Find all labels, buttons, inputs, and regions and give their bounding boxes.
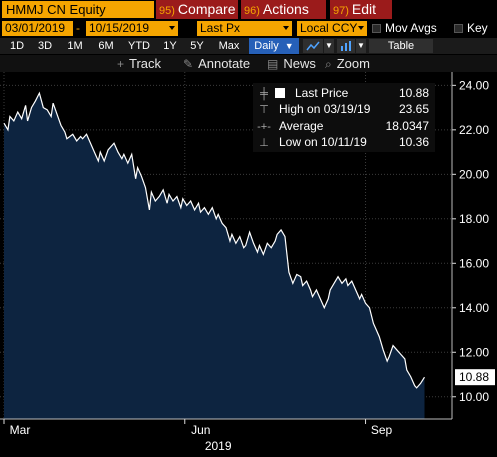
period-max[interactable]: Max — [218, 40, 240, 52]
end-date-field[interactable]: 10/15/2019 — [86, 21, 178, 36]
period-ytd[interactable]: YTD — [128, 40, 150, 52]
annotate-label: Annotate — [198, 56, 251, 71]
chart-plot — [3, 91, 425, 419]
legend-average-label: Average — [279, 119, 324, 133]
mov-avgs-label: Mov Avgs — [385, 21, 437, 35]
field-caret-icon — [283, 26, 289, 30]
actions-label: Actions — [262, 1, 309, 17]
compare-label: Compare — [177, 1, 236, 17]
key-checkbox[interactable]: Key — [454, 22, 488, 35]
y-tick-label: 24.00 — [459, 78, 489, 92]
legend-average-value: 18.0347 — [385, 119, 429, 133]
field-selector-value: Last Px — [200, 21, 241, 35]
start-date-field[interactable]: 03/01/2019 — [2, 21, 73, 36]
price-area — [4, 93, 425, 419]
zoom-label: Zoom — [336, 56, 370, 71]
legend-low-value: 10.36 — [398, 135, 429, 149]
legend-low: ⊥ Low on 10/11/19 — [257, 134, 367, 150]
high-marker-icon: ⊤ — [259, 104, 269, 116]
pencil-icon: ✎ — [183, 57, 194, 71]
legend-last-price-value: 10.88 — [398, 86, 429, 100]
legend-high-value: 23.65 — [398, 102, 429, 116]
x-axis: Mar Jun Sep 2019 — [0, 418, 452, 453]
field-selector[interactable]: Last Px — [197, 21, 292, 36]
frequency-label: Daily — [254, 40, 279, 52]
compare-number: 95 — [159, 5, 175, 17]
y-tick-label: 12.00 — [459, 345, 489, 359]
x-tick-label: Mar — [10, 423, 31, 437]
legend-last-price-label: Last Price — [295, 86, 349, 100]
track-label: Track — [129, 56, 162, 71]
last-price-tag-label: 10.88 — [459, 370, 489, 384]
average-marker-icon: -+- — [257, 121, 271, 133]
x-tick-label: Sep — [371, 423, 393, 437]
tool-bar: + Track ✎ Annotate ▤ News ⌕ Zoom — [0, 55, 497, 72]
zoom-tool[interactable]: ⌕ Zoom — [325, 55, 370, 72]
key-label: Key — [467, 21, 488, 35]
legend-low-label: Low on 10/11/19 — [279, 135, 367, 149]
edit-label: Edit — [351, 1, 377, 17]
line-chart-icon[interactable] — [303, 39, 323, 53]
legend-high: ⊤ High on 03/19/19 — [257, 101, 370, 117]
security-field[interactable]: HMMJ CN Equity — [2, 1, 154, 18]
legend-last-price: ╪ Last Price — [257, 85, 348, 101]
key-box — [454, 24, 463, 33]
end-date-caret-icon — [169, 26, 175, 30]
y-tick-label: 10.00 — [459, 390, 489, 404]
last-price-tag — [455, 369, 495, 386]
date-separator: - — [76, 21, 80, 35]
period-1m[interactable]: 1M — [67, 40, 83, 52]
chart-legend[interactable]: ╪ Last Price 10.88 ⊤ High on 03/19/19 23.6… — [253, 83, 435, 152]
header-bar: HMMJ CN Equity 95Compare 96Actions 97Edi… — [0, 0, 497, 19]
actions-number: 96 — [244, 5, 260, 17]
currency-caret-icon — [358, 26, 364, 30]
bar-chart-icon[interactable] — [337, 39, 355, 53]
magnifier-icon: ⌕ — [325, 57, 332, 71]
period-5y[interactable]: 5Y — [190, 40, 204, 52]
mov-avgs-checkbox[interactable]: Mov Avgs — [372, 22, 437, 35]
news-tool[interactable]: ▤ News — [267, 55, 316, 72]
legend-average: -+- Average — [257, 118, 323, 134]
edit-button[interactable]: 97Edit — [330, 0, 392, 19]
end-date-value: 10/15/2019 — [89, 21, 150, 35]
edit-number: 97 — [333, 5, 349, 17]
annotate-tool[interactable]: ✎ Annotate — [183, 55, 250, 72]
period-bar: 1D 3D 1M 6M YTD 1Y 5Y Max Daily ▼ ▼ ▼ Table — [0, 38, 497, 54]
compare-button[interactable]: 95Compare — [156, 0, 238, 19]
legend-high-label: High on 03/19/19 — [279, 102, 371, 116]
news-icon: ▤ — [267, 57, 279, 71]
bar-type-caret-icon[interactable]: ▼ — [356, 39, 366, 53]
period-1y[interactable]: 1Y — [163, 40, 177, 52]
table-button[interactable]: Table — [369, 39, 433, 53]
y-axis: 10.00 12.00 14.00 16.00 18.00 20.00 22.00 24.00… — [451, 72, 495, 419]
period-3d[interactable]: 3D — [37, 40, 53, 52]
frequency-caret-icon: ▼ — [284, 41, 294, 51]
x-tick-label: Jun — [191, 423, 210, 437]
currency-selector-value: Local CCY — [300, 21, 358, 35]
legend-swatch — [275, 88, 285, 98]
frequency-selector[interactable]: Daily ▼ — [249, 38, 299, 54]
legend-line-icon: ╪ — [260, 88, 268, 100]
y-tick-label: 20.00 — [459, 167, 489, 181]
period-1d[interactable]: 1D — [9, 40, 25, 52]
mov-avgs-box — [372, 24, 381, 33]
y-tick-label: 16.00 — [459, 256, 489, 270]
news-label: News — [283, 56, 316, 71]
currency-selector[interactable]: Local CCY — [297, 21, 367, 36]
x-year-label: 2019 — [205, 439, 232, 453]
y-tick-label: 22.00 — [459, 123, 489, 137]
track-tool[interactable]: + Track — [117, 55, 161, 72]
y-tick-label: 18.00 — [459, 212, 489, 226]
period-6m[interactable]: 6M — [98, 40, 114, 52]
low-marker-icon: ⊥ — [259, 137, 269, 149]
y-tick-label: 14.00 — [459, 301, 489, 315]
crosshair-icon: + — [117, 57, 125, 71]
price-line — [3, 91, 425, 389]
chart-type-caret-icon[interactable]: ▼ — [324, 39, 334, 53]
settings-bar: 03/01/2019 - 10/15/2019 Last Px Local CC… — [0, 20, 497, 51]
actions-button[interactable]: 96Actions — [241, 0, 326, 19]
period-bar-filler — [434, 38, 497, 54]
